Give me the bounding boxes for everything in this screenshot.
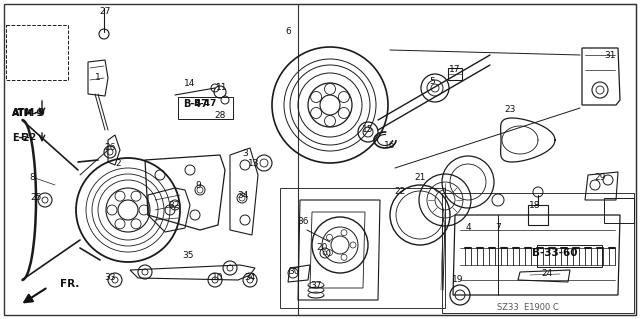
Text: 16: 16 [384,142,396,151]
Text: FR.: FR. [60,279,79,289]
Text: 23: 23 [504,106,516,115]
Text: 13: 13 [248,159,260,167]
Text: SZ33  E1900 C: SZ33 E1900 C [497,303,559,313]
Text: 36: 36 [297,218,308,226]
Text: 32: 32 [168,201,180,210]
Text: 7: 7 [495,222,501,232]
Bar [604,198,634,223]
Text: E-2: E-2 [20,133,36,143]
Text: 20: 20 [316,243,328,253]
Text: 19: 19 [452,276,464,285]
Text: 8: 8 [29,174,35,182]
Text: B-33-60: B-33-60 [532,248,578,258]
Text: 11: 11 [216,84,228,93]
Bar [6,25,68,80]
Text: 34: 34 [237,191,249,201]
Bar [298,4,636,315]
Text: 27: 27 [99,6,111,16]
Text: ATM-9: ATM-9 [12,108,46,118]
Text: 30: 30 [288,268,300,277]
Bar [280,188,445,308]
Text: 35: 35 [182,251,194,261]
Text: 26: 26 [104,143,116,152]
Text: 25: 25 [30,192,42,202]
Text: ATM-9: ATM-9 [12,108,44,117]
Text: B-47: B-47 [193,100,217,108]
Text: 29: 29 [595,174,605,182]
Text: 37: 37 [310,280,322,290]
Text: 22: 22 [394,188,406,197]
Text: 1: 1 [95,73,101,83]
Text: 17: 17 [449,65,461,75]
Text: 24: 24 [541,269,552,278]
Text: 5: 5 [429,78,435,86]
Text: 33: 33 [104,273,116,283]
Text: 9: 9 [195,181,201,189]
Text: 14: 14 [184,78,196,87]
Bar [537,245,602,267]
Text: 15: 15 [362,125,374,135]
Text: 31: 31 [604,51,616,61]
Text: E-2: E-2 [12,133,29,143]
Text: 2: 2 [115,159,121,167]
Text: B-47: B-47 [183,99,208,109]
Text: 6: 6 [285,27,291,36]
Text: 4: 4 [465,222,471,232]
Bar [178,97,233,119]
Text: 28: 28 [214,112,226,121]
Text: 3: 3 [242,149,248,158]
Text: 18: 18 [529,202,541,211]
Bar [442,193,634,313]
Text: 34: 34 [244,273,256,283]
Text: 21: 21 [414,174,426,182]
Text: 10: 10 [212,273,224,283]
